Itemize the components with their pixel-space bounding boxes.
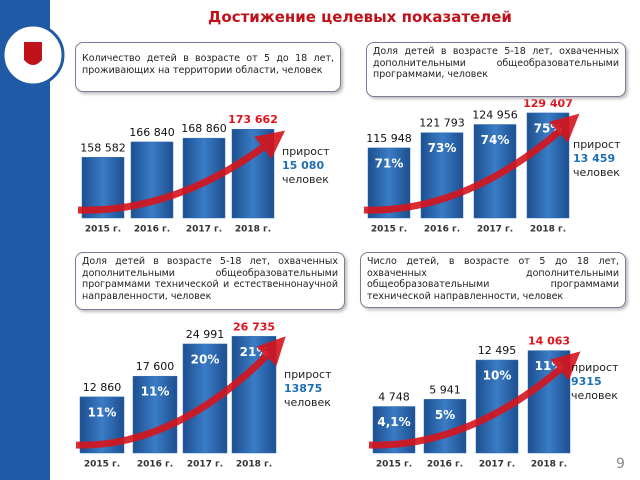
x-tick-label: 2015 г. xyxy=(376,460,412,470)
x-tick-label: 2017 г. xyxy=(479,460,515,470)
value-label: 17 600 xyxy=(136,360,175,373)
inner-label: 71% xyxy=(375,156,404,170)
value-label: 124 956 xyxy=(472,108,518,121)
growth-unit: человек xyxy=(571,389,618,402)
x-tick-label: 2015 г. xyxy=(371,225,407,235)
emblem-shield xyxy=(24,42,42,65)
slide-title: Достижение целевых показателей xyxy=(208,8,512,26)
x-tick-label: 2016 г. xyxy=(137,460,173,470)
value-label: 129 407 xyxy=(523,97,573,110)
value-label: 14 063 xyxy=(528,335,570,348)
description: Количество детей в возрасте от 5 до 18 л… xyxy=(75,42,341,92)
inner-label: 20% xyxy=(191,352,220,366)
growth-unit: человек xyxy=(573,166,620,179)
value-label: 158 582 xyxy=(80,141,126,154)
x-tick-label: 2018 г. xyxy=(235,225,271,235)
inner-label: 11% xyxy=(141,385,170,399)
bar xyxy=(423,399,467,454)
growth-label: прирост xyxy=(571,361,619,374)
growth-label: прирост xyxy=(282,145,330,158)
growth-unit: человек xyxy=(284,396,331,409)
value-label: 166 840 xyxy=(129,126,175,139)
x-tick-label: 2018 г. xyxy=(530,225,566,235)
inner-label: 4,1% xyxy=(377,415,410,429)
growth-value: 9315 xyxy=(571,375,602,388)
description: Доля детей в возрасте 5-18 лет, охваченн… xyxy=(366,42,626,97)
inner-label: 11% xyxy=(88,405,117,419)
growth-label: прирост xyxy=(284,368,332,381)
value-label: 115 948 xyxy=(366,132,412,145)
value-label: 24 991 xyxy=(186,328,225,341)
growth-arrow xyxy=(363,113,580,214)
inner-label: 74% xyxy=(481,133,510,147)
value-label: 173 662 xyxy=(228,113,278,126)
x-tick-label: 2017 г. xyxy=(477,225,513,235)
growth-arrow xyxy=(368,351,581,449)
inner-label: 73% xyxy=(428,141,457,155)
description: Число детей, в возрасте от 5 до 18 лет, … xyxy=(360,252,626,308)
growth-arrow xyxy=(75,336,286,449)
x-tick-label: 2017 г. xyxy=(186,225,222,235)
value-label: 5 941 xyxy=(429,383,461,396)
value-label: 26 735 xyxy=(233,320,275,333)
value-label: 168 860 xyxy=(181,122,227,135)
inner-label: 5% xyxy=(435,408,455,422)
x-tick-label: 2016 г. xyxy=(427,460,463,470)
x-tick-label: 2017 г. xyxy=(187,460,223,470)
growth-label: прирост xyxy=(573,138,621,151)
value-label: 4 748 xyxy=(378,391,410,404)
growth-value: 15 080 xyxy=(282,159,324,172)
x-tick-label: 2016 г. xyxy=(134,225,170,235)
growth-arrow xyxy=(77,130,286,214)
x-tick-label: 2016 г. xyxy=(424,225,460,235)
x-tick-label: 2018 г. xyxy=(531,460,567,470)
inner-label: 10% xyxy=(483,369,512,383)
bar xyxy=(132,375,178,454)
value-label: 12 860 xyxy=(83,381,122,394)
value-label: 121 793 xyxy=(419,117,465,130)
growth-value: 13875 xyxy=(284,382,322,395)
value-label: 12 495 xyxy=(478,344,517,357)
x-tick-label: 2015 г. xyxy=(85,225,121,235)
growth-unit: человек xyxy=(282,173,329,186)
page-number: 9 xyxy=(616,456,625,472)
x-tick-label: 2018 г. xyxy=(236,460,272,470)
growth-value: 13 459 xyxy=(573,152,615,165)
x-tick-label: 2015 г. xyxy=(84,460,120,470)
description: Доля детей в возрасте 5-18 лет, охваченн… xyxy=(75,252,345,310)
